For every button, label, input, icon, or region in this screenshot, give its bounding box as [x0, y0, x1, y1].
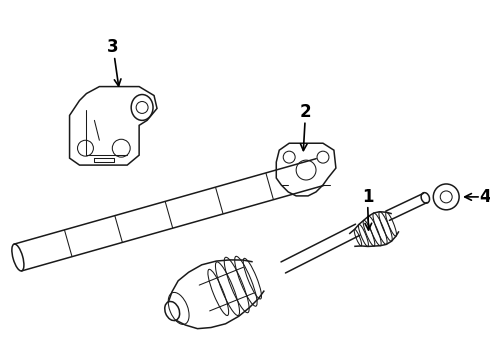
Text: 4: 4	[479, 188, 490, 206]
Text: 3: 3	[106, 38, 118, 56]
Text: 1: 1	[362, 188, 373, 206]
Text: 2: 2	[299, 103, 311, 121]
